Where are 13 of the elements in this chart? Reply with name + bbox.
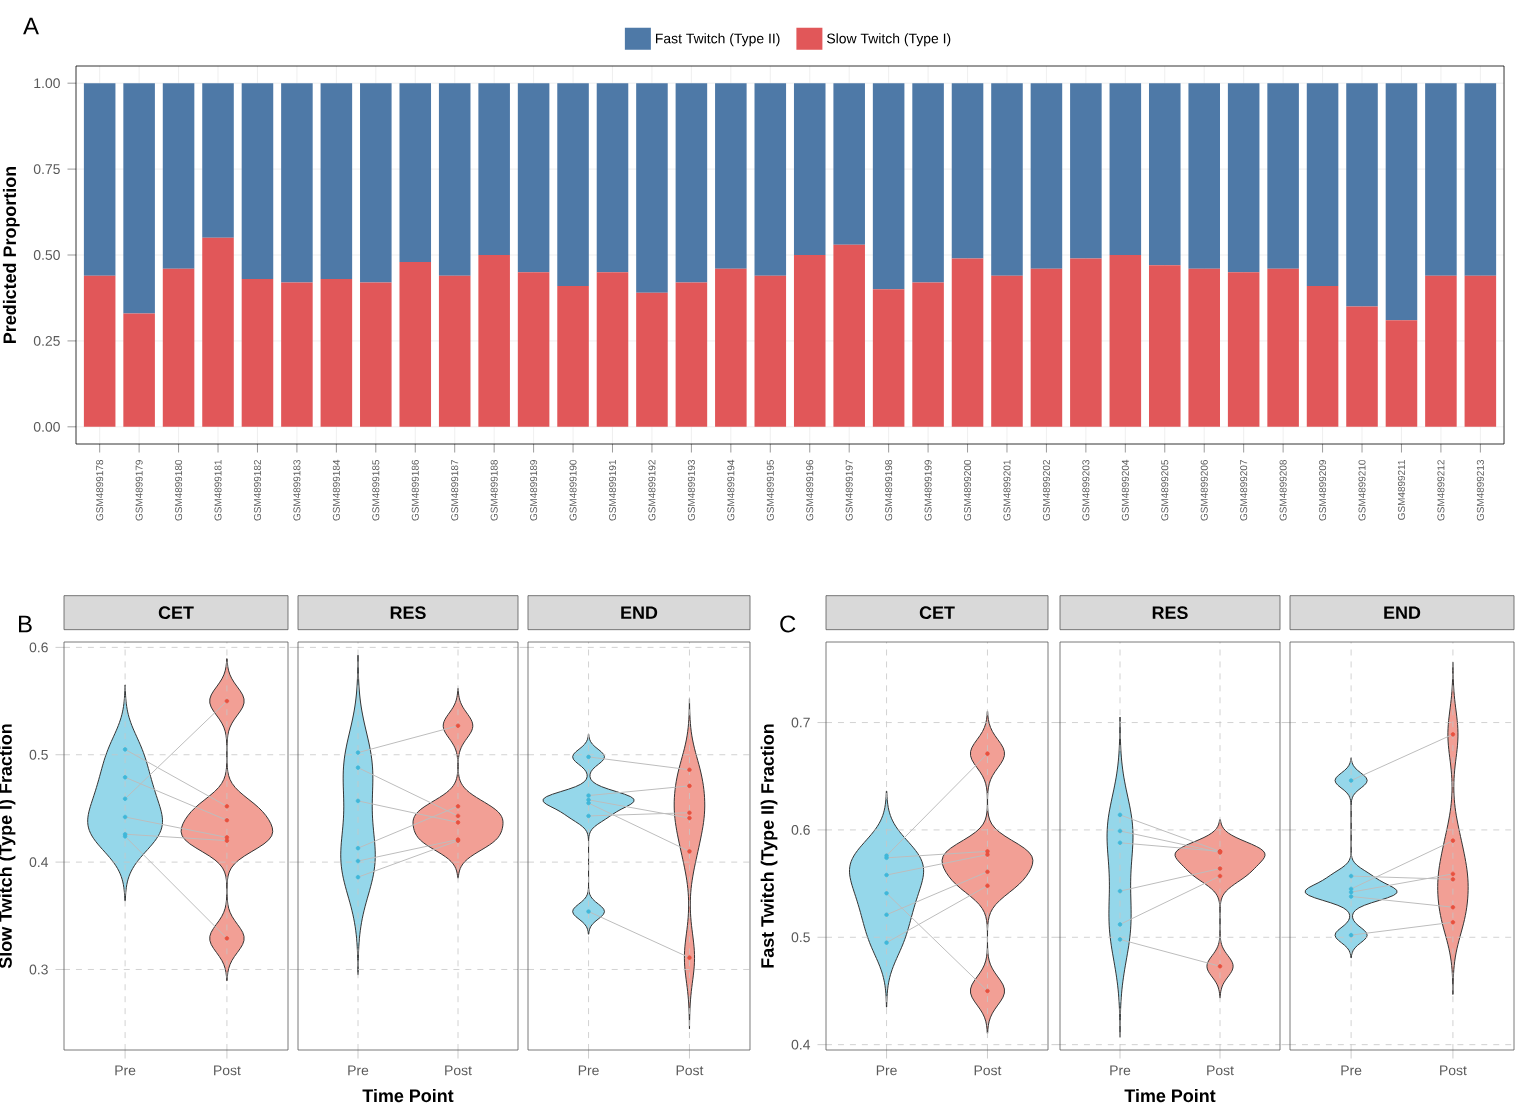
text: A [23,17,39,35]
y-axis-title: Predicted Proportion [2,166,20,343]
chart-title: RES [390,606,426,620]
text: C [780,615,796,633]
chart-title: END [1384,606,1421,619]
x-axis-title: Time Point [362,1088,454,1103]
chart-title: END [621,606,658,619]
x-axis-title: Time Point [1124,1088,1216,1103]
chart-title: CET [919,606,955,620]
chart-title: CET [158,606,194,620]
text: B [19,615,32,633]
y-axis-title: Fast Twitch (Type II) Fraction [760,724,778,968]
chart-title: RES [1152,606,1188,620]
